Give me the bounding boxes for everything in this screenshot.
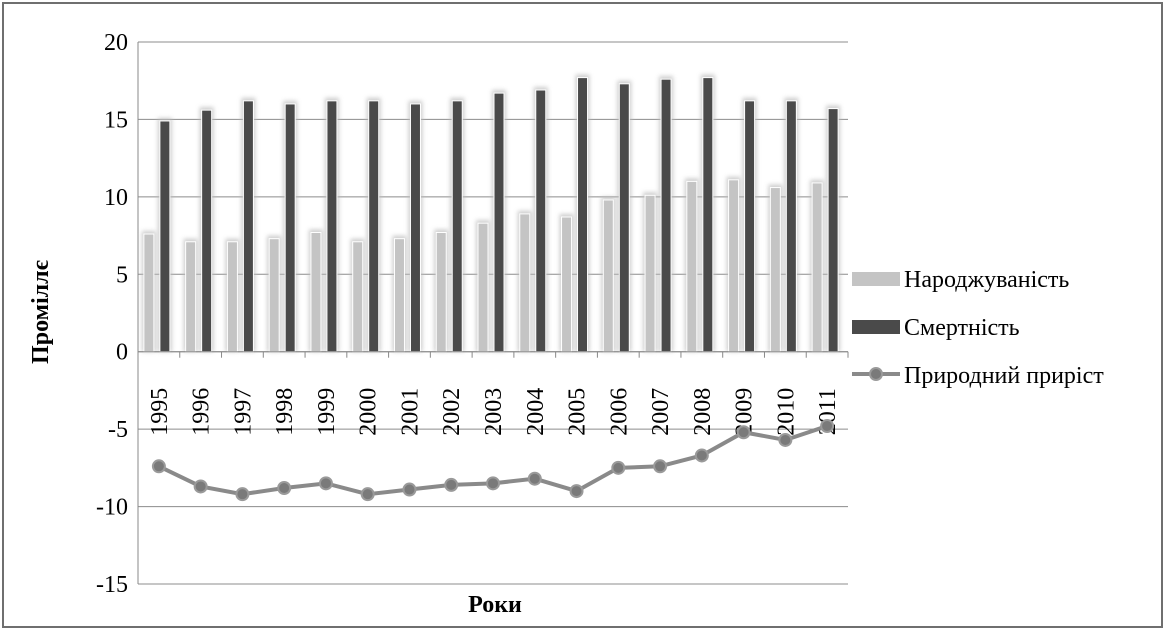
natural-growth-point-2008 — [694, 448, 709, 463]
x-tick-label: 2006 — [606, 388, 632, 436]
natural-growth-point-2003 — [486, 476, 500, 491]
bar-births-2003 — [477, 222, 489, 353]
x-tick-label: 1995 — [147, 388, 173, 436]
bar-deaths-1995 — [159, 120, 171, 353]
natural-growth-point-1999 — [318, 476, 333, 491]
legend-label-births: Народжуваність — [904, 267, 1069, 293]
bar-deaths-1999 — [326, 100, 338, 353]
x-tick-label: 2003 — [481, 388, 507, 436]
x-tick-label: 2007 — [648, 388, 674, 436]
bar-births-2007 — [644, 194, 656, 353]
x-tick-label: 2004 — [523, 388, 549, 436]
bar-deaths-2009 — [744, 100, 756, 353]
natural-growth-point-1995 — [151, 459, 166, 474]
bar-births-2004 — [519, 213, 531, 353]
y-tick-label: 5 — [116, 262, 128, 288]
x-tick-label: 2001 — [397, 388, 423, 436]
y-axis-title: Проміллє — [28, 259, 54, 364]
bar-births-1999 — [310, 231, 322, 353]
x-tick-label: 2005 — [565, 388, 591, 436]
bar-births-2010 — [769, 187, 781, 353]
x-tick-label: 2010 — [773, 388, 799, 436]
bar-births-1997 — [226, 241, 238, 353]
bar-births-2008 — [686, 180, 698, 353]
x-tick-label: 2008 — [690, 388, 716, 436]
bar-births-2002 — [435, 231, 447, 353]
bar-deaths-2007 — [660, 78, 672, 353]
natural-growth-point-2002 — [444, 477, 459, 492]
x-tick-label: 1998 — [272, 388, 298, 436]
bar-deaths-1998 — [284, 103, 296, 353]
x-tick-labels: 1995 1996 1997 1998 1999 2000 2001 2002 2003 2004… — [137, 351, 849, 436]
natural-growth-point-2007 — [653, 459, 668, 474]
bar-births-1998 — [268, 238, 280, 353]
bar-deaths-1996 — [201, 109, 213, 353]
bar-deaths-2004 — [535, 89, 547, 353]
natural-growth-point-2001 — [402, 482, 417, 497]
x-tick-label: 1996 — [189, 388, 215, 436]
bars — [141, 74, 841, 353]
x-tick-label: 1997 — [230, 388, 256, 436]
bar-deaths-2001 — [409, 103, 421, 353]
bar-deaths-2010 — [785, 100, 797, 353]
bar-births-2009 — [728, 179, 740, 353]
natural-growth-point-2011 — [820, 419, 835, 434]
bar-births-2005 — [561, 216, 573, 353]
legend-swatch-births — [852, 272, 900, 286]
x-tick-label: 2002 — [439, 388, 465, 436]
y-tick-label: -5 — [108, 417, 128, 443]
natural-growth-point-1998 — [277, 480, 292, 495]
y-tick-label: 0 — [116, 340, 128, 366]
bar-deaths-2003 — [493, 92, 505, 353]
bar-births-2000 — [352, 241, 364, 353]
natural-growth-point-2005 — [569, 484, 584, 499]
natural-growth-point-2009 — [736, 425, 751, 440]
bar-births-2001 — [393, 238, 405, 353]
bar-deaths-1997 — [242, 100, 254, 353]
bar-births-1996 — [185, 241, 197, 353]
legend-marker-natural-growth — [869, 367, 883, 381]
bar-births-2011 — [811, 182, 823, 353]
natural-growth-point-1996 — [193, 479, 208, 494]
legend-label-natural-growth: Природний приріст — [904, 363, 1104, 389]
natural-growth-point-2004 — [527, 471, 542, 486]
x-axis-title: Роки — [468, 592, 522, 618]
bar-deaths-2011 — [827, 108, 839, 353]
natural-growth-point-2006 — [611, 460, 626, 475]
natural-growth-point-1997 — [235, 487, 250, 502]
y-tick-label: 10 — [104, 185, 128, 211]
legend: Народжуваність Смертність Природний прир… — [852, 267, 1104, 389]
y-tick-labels: 20 15 10 5 0 -5 -10 -15 — [96, 30, 128, 598]
x-tick-label: 2000 — [356, 388, 382, 436]
line-series — [151, 419, 835, 502]
natural-growth-point-2000 — [360, 487, 375, 502]
y-tick-label: -15 — [96, 572, 128, 598]
x-tick-label: 1999 — [314, 388, 340, 436]
bar-births-2006 — [602, 199, 614, 353]
legend-swatch-deaths — [852, 320, 900, 334]
bar-deaths-2008 — [702, 77, 714, 353]
bar-deaths-2002 — [451, 100, 463, 353]
bar-births-1995 — [143, 233, 155, 353]
y-tick-label: -10 — [96, 495, 128, 521]
y-tick-label: 15 — [104, 107, 128, 133]
bar-deaths-2005 — [577, 77, 589, 353]
y-tick-label: 20 — [104, 30, 128, 56]
bar-deaths-2006 — [618, 83, 630, 353]
natural-growth-point-2010 — [778, 432, 793, 447]
bar-deaths-2000 — [368, 100, 380, 353]
legend-label-deaths: Смертність — [904, 315, 1020, 341]
